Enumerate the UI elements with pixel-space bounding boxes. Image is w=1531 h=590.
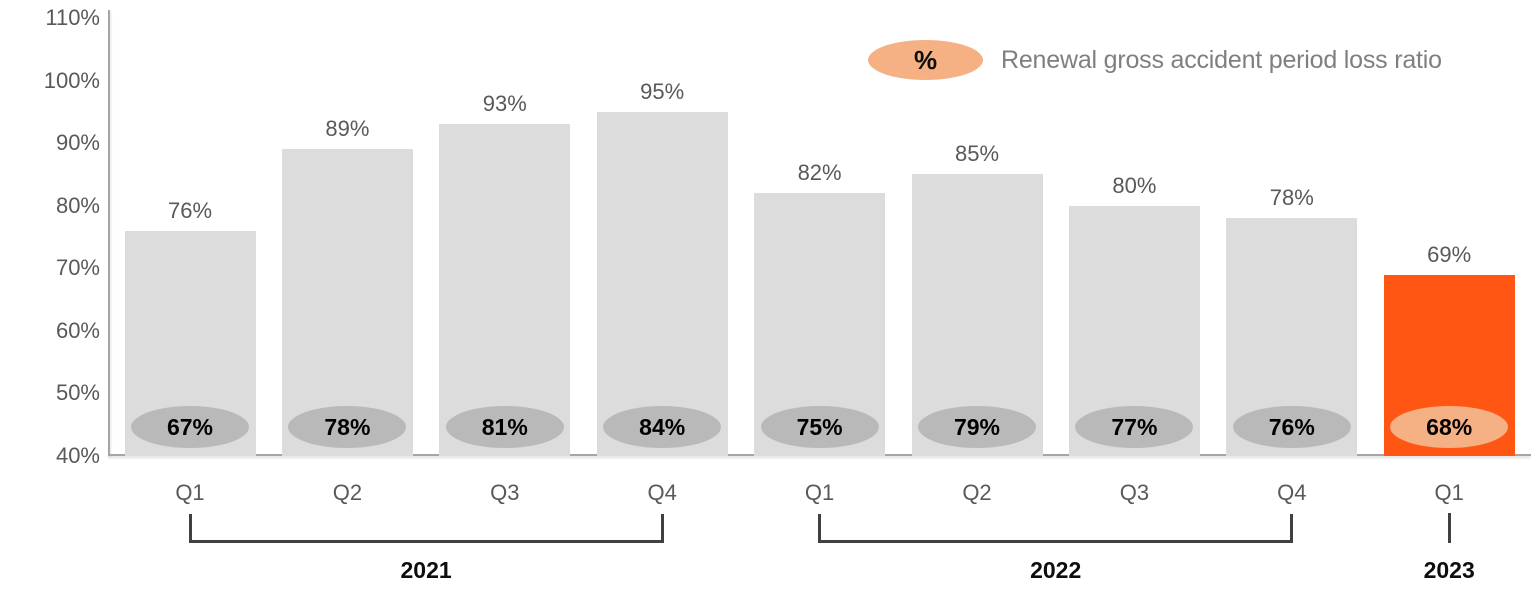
y-tick-label: 70% <box>55 255 100 281</box>
x-tick-label: Q1 <box>1434 480 1464 505</box>
y-tick-label: 100% <box>43 67 100 93</box>
legend-percent-ellipse: % <box>868 40 983 80</box>
bar-value-label: 80% <box>1112 172 1157 198</box>
bar-value-label: 89% <box>325 116 370 142</box>
bracket-line <box>188 540 664 543</box>
renewal-badge-ellipse: 67% <box>131 406 249 448</box>
bar-value-label: 76% <box>167 197 213 223</box>
bracket-line <box>818 540 1294 543</box>
x-tick-label: Q1 <box>804 480 835 505</box>
year-label-2022: 2022 <box>1030 557 1082 583</box>
legend-label: Renewal gross accident period loss ratio <box>1001 45 1442 74</box>
bracket-left-stub <box>818 514 822 543</box>
y-tick-label: 50% <box>55 380 100 406</box>
x-tick-label: Q3 <box>490 480 520 505</box>
bar-value-label: 82% <box>797 160 842 186</box>
bar-2021-Q4 <box>596 111 728 456</box>
y-axis-line <box>108 10 110 456</box>
y-tick-label: 60% <box>55 317 100 343</box>
bar-value-label: 93% <box>482 91 527 117</box>
x-tick-label: Q1 <box>175 480 205 505</box>
bracket-right-stub <box>660 514 664 543</box>
bar-value-label: 69% <box>1427 241 1472 267</box>
bracket-right-stub <box>1290 514 1294 543</box>
bar-2021-Q2 <box>281 149 413 456</box>
renewal-badge-ellipse: 79% <box>918 406 1036 448</box>
y-tick-label: 110% <box>45 5 100 30</box>
bar-value-label: 78% <box>1269 185 1314 211</box>
year-bracket-2021 <box>188 514 664 543</box>
legend-percent-symbol: % <box>913 44 938 75</box>
renewal-badge-ellipse: 81% <box>445 406 564 448</box>
x-tick-label: Q2 <box>962 480 992 505</box>
renewal-badge-ellipse: 84% <box>603 406 722 448</box>
legend: % Renewal gross accident period loss rat… <box>868 40 1442 80</box>
x-tick-label: Q2 <box>332 480 363 505</box>
renewal-badge-ellipse: 75% <box>760 406 879 448</box>
renewal-badge-ellipse: 68% <box>1390 406 1509 448</box>
year-tick-2023 <box>1447 513 1451 543</box>
bar-value-label: 85% <box>954 141 1000 167</box>
x-tick-label: Q4 <box>647 480 677 505</box>
bar-value-label: 95% <box>640 78 685 104</box>
year-label-2023: 2023 <box>1423 557 1475 583</box>
renewal-badge-ellipse: 76% <box>1232 406 1351 448</box>
bracket-left-stub <box>188 514 192 543</box>
year-label-2021: 2021 <box>400 557 452 583</box>
x-tick-label: Q4 <box>1277 480 1307 505</box>
y-tick-label: 40% <box>55 443 100 468</box>
y-tick-label: 90% <box>55 130 100 156</box>
renewal-badge-ellipse: 77% <box>1075 406 1194 448</box>
year-bracket-2022 <box>818 514 1294 543</box>
bar-2021-Q3 <box>439 124 571 456</box>
y-tick-label: 80% <box>55 192 100 218</box>
x-tick-label: Q3 <box>1119 480 1150 505</box>
renewal-badge-ellipse: 78% <box>288 406 407 448</box>
